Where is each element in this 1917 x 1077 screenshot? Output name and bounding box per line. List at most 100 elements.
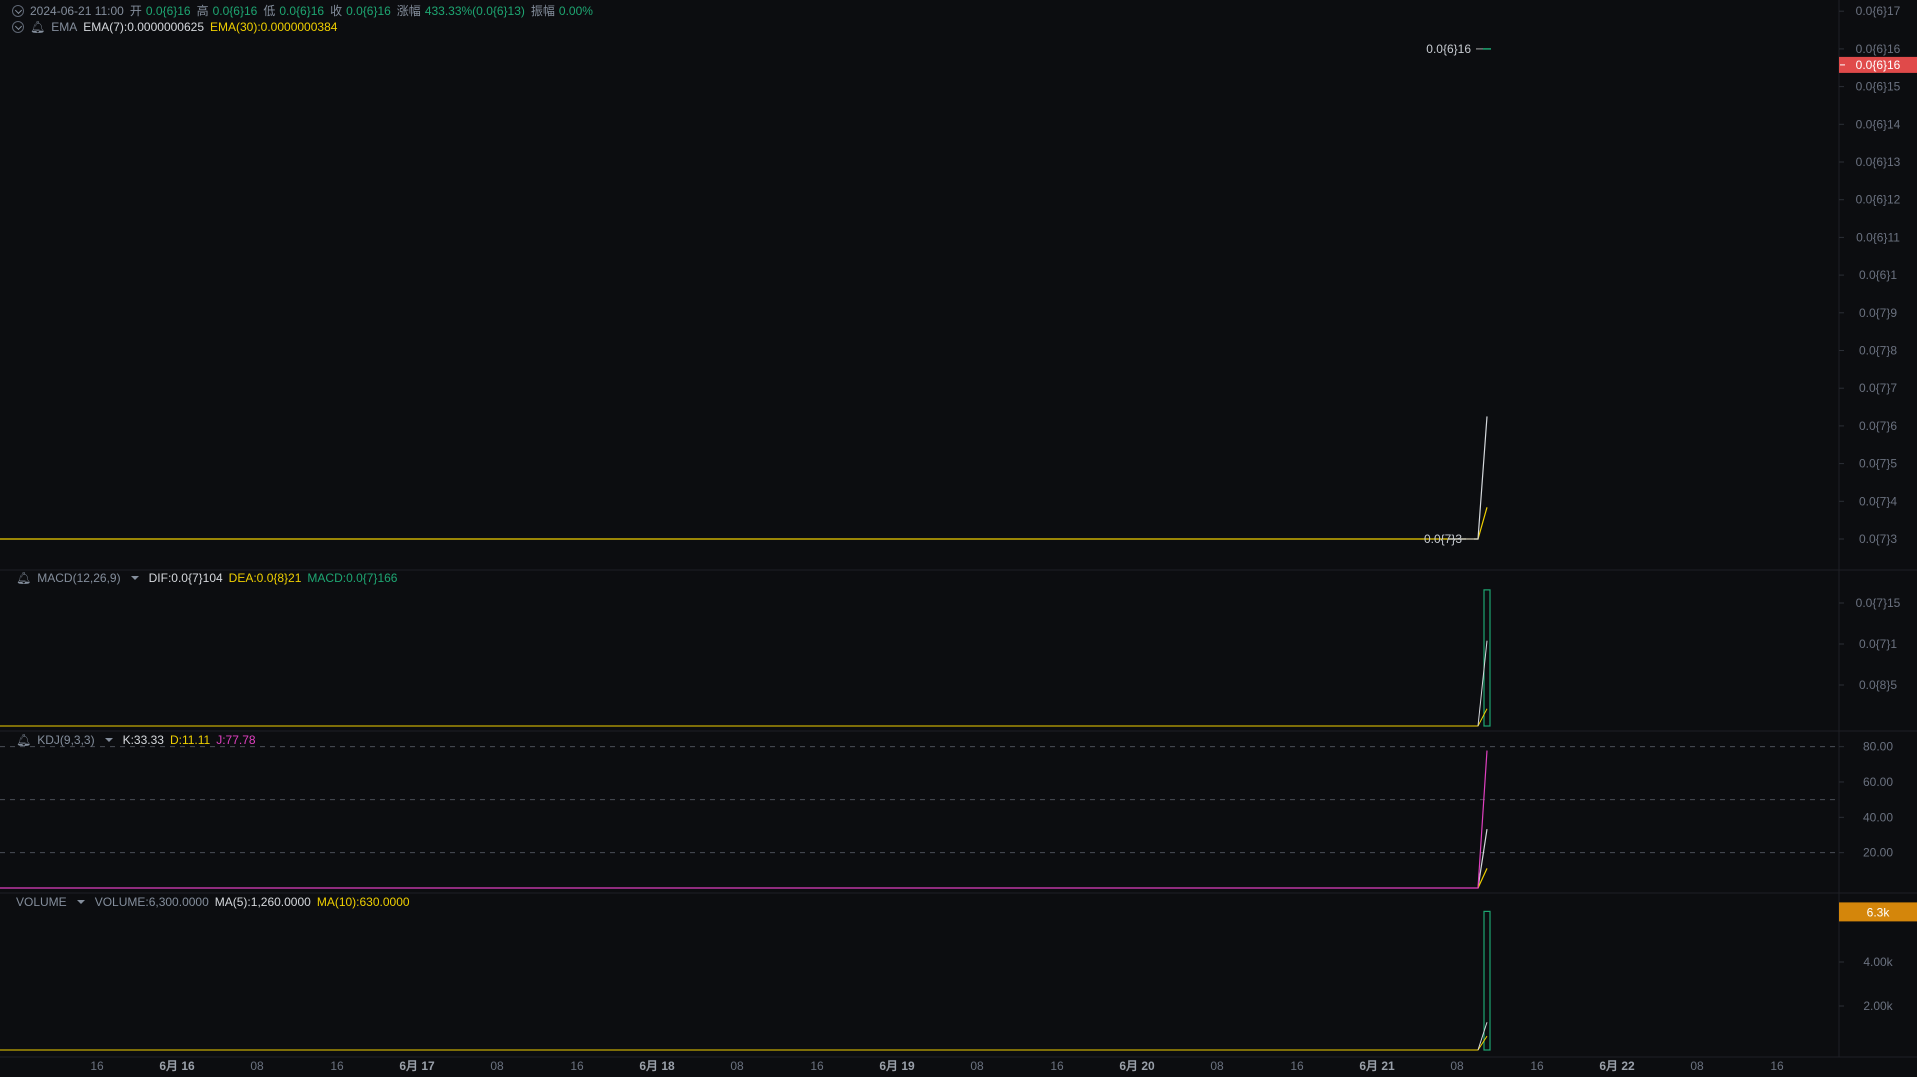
j-value: J:77.78: [216, 733, 256, 747]
volume-legend: VOLUME VOLUME:6,300.0000 MA(5):1,260.000…: [16, 895, 410, 909]
kdj-legend: 🔔︎ KDJ(9,3,3) K:33.33 D:11.11 J:77.78: [16, 733, 256, 747]
last-price-label: 0.0{6}16: [1856, 58, 1901, 72]
y-tick-label: 0.0{6}15: [1856, 80, 1901, 94]
ema-legend: 🔔︎ EMA EMA(7):0.0000000625 EMA(30):0.000…: [12, 20, 337, 34]
time-axis-label: 08: [490, 1059, 504, 1073]
y-tick-label: 40.00: [1863, 810, 1893, 824]
y-tick-label: 2.00k: [1863, 999, 1893, 1013]
high-value: 0.0{6}16: [212, 3, 258, 18]
y-tick-label: 0.0{7}4: [1859, 494, 1897, 508]
bell-icon[interactable]: 🔔︎: [16, 733, 32, 747]
chevron-down-icon[interactable]: [104, 738, 113, 742]
close-label: 收: [330, 4, 343, 18]
ma10-value: MA(10):630.0000: [316, 895, 410, 909]
y-tick-label: 0.0{7}3: [1859, 532, 1897, 546]
collapse-icon[interactable]: [12, 21, 24, 33]
kdj-d-line: [1477, 868, 1488, 889]
time-axis-label: 08: [1690, 1059, 1704, 1073]
kdj-j-line: [0, 750, 1488, 889]
y-tick-label: 0.0{6}1: [1859, 268, 1897, 282]
dea-line: [0, 708, 1488, 727]
ema7-value: EMA(7):0.0000000625: [83, 20, 204, 34]
chevron-down-icon[interactable]: [130, 576, 139, 580]
y-tick-label: 0.0{7}6: [1859, 419, 1897, 433]
y-tick-label: 0.0{6}12: [1856, 193, 1901, 207]
time-axis-label: 6月 22: [1599, 1059, 1635, 1073]
ma5-value: MA(5):1,260.0000: [214, 895, 311, 909]
macd-legend: 🔔︎ MACD(12,26,9) DIF:0.0{7}104 DEA:0.0{8…: [16, 571, 397, 585]
low-value: 0.0{6}16: [279, 3, 325, 18]
y-tick-label: 0.0{6}11: [1856, 230, 1900, 244]
dea-value: DEA:0.0{8}21: [228, 571, 302, 585]
k-value: K:33.33: [122, 733, 164, 747]
ema7-line: [1448, 416, 1488, 540]
dif-line: [1477, 640, 1488, 727]
dif-value: DIF:0.0{7}104: [148, 571, 223, 585]
y-tick-label: 0.0{6}13: [1856, 155, 1901, 169]
change-label: 涨幅: [396, 4, 421, 18]
time-axis-label: 08: [1210, 1059, 1224, 1073]
y-tick-label: 0.0{7}5: [1859, 457, 1897, 471]
time-axis-label: 16: [1050, 1059, 1064, 1073]
amplitude-label: 振幅: [530, 4, 555, 18]
chevron-down-icon[interactable]: [76, 900, 85, 904]
y-tick-label: 0.0{6}14: [1856, 117, 1901, 131]
y-tick-label: 0.0{7}1: [1859, 637, 1897, 651]
volume-indicator-name[interactable]: VOLUME: [16, 895, 67, 909]
macd-value: MACD:0.0{7}166: [307, 571, 398, 585]
time-axis-label: 16: [810, 1059, 824, 1073]
amplitude-value: 0.00%: [558, 3, 593, 18]
ema30-value: EMA(30):0.0000000384: [210, 20, 338, 34]
y-tick-label: 0.0{8}5: [1859, 678, 1897, 692]
max-price-marker: 0.0{6}16: [1426, 42, 1471, 56]
time-axis-label: 6月 18: [639, 1059, 675, 1073]
time-axis-label: 16: [330, 1059, 344, 1073]
low-label: 低: [263, 4, 276, 18]
y-tick-label: 0.0{7}9: [1859, 306, 1897, 320]
open-label: 开: [129, 4, 142, 18]
ohlc-legend: 2024-06-21 11:00 开 0.0{6}16 高 0.0{6}16 低 0.…: [12, 2, 593, 19]
ema-indicator-name[interactable]: EMA: [51, 20, 78, 34]
time-axis-label: 6月 19: [879, 1059, 915, 1073]
kdj-k-line: [1477, 829, 1488, 889]
y-tick-label: 0.0{7}8: [1859, 344, 1897, 358]
y-tick-label: 0.0{7}15: [1856, 596, 1901, 610]
ema30-line: [0, 507, 1488, 540]
y-tick-label: 4.00k: [1863, 955, 1893, 969]
time-axis-label: 16: [1770, 1059, 1784, 1073]
change-value: 433.33%(0.0{6}13): [424, 3, 525, 18]
y-tick-label: 0.0{6}17: [1856, 4, 1901, 18]
y-tick-label: 0.0{7}7: [1859, 381, 1897, 395]
time-axis-label: 6月 17: [399, 1059, 435, 1073]
kdj-indicator-name[interactable]: KDJ(9,3,3): [37, 733, 95, 747]
time-axis-label: 08: [730, 1059, 744, 1073]
open-value: 0.0{6}16: [145, 3, 191, 18]
time-axis-label: 6月 20: [1119, 1059, 1155, 1073]
time-axis-label: 08: [250, 1059, 264, 1073]
time-axis-label: 6月 16: [159, 1059, 195, 1073]
min-price-marker: 0.0{7}3: [1424, 532, 1462, 546]
time-axis-label: 16: [1290, 1059, 1304, 1073]
y-tick-label: 20.00: [1863, 846, 1893, 860]
bell-icon[interactable]: 🔔︎: [16, 571, 32, 585]
y-tick-label: 0.0{6}16: [1856, 42, 1901, 56]
volume-ma5-line: [1477, 1022, 1488, 1051]
collapse-icon[interactable]: [12, 4, 24, 17]
high-label: 高: [196, 4, 209, 18]
last-volume-badge: [1839, 902, 1917, 922]
time-axis-label: 08: [1450, 1059, 1464, 1073]
volume-bar: [1483, 910, 1491, 1051]
time-axis-label: 08: [970, 1059, 984, 1073]
macd-indicator-name[interactable]: MACD(12,26,9): [37, 571, 121, 585]
time-axis-label: 16: [1530, 1059, 1544, 1073]
bell-icon[interactable]: 🔔︎: [30, 20, 46, 34]
volume-value: VOLUME:6,300.0000: [94, 895, 209, 909]
d-value: D:11.11: [169, 733, 211, 747]
time-axis-label: 16: [570, 1059, 584, 1073]
time-axis-label: 16: [90, 1059, 104, 1073]
volume-ma10-line: [0, 1035, 1488, 1051]
y-tick-label: 60.00: [1863, 775, 1893, 789]
candle-datetime: 2024-06-21 11:00: [30, 3, 124, 18]
y-tick-label: 80.00: [1863, 740, 1893, 754]
